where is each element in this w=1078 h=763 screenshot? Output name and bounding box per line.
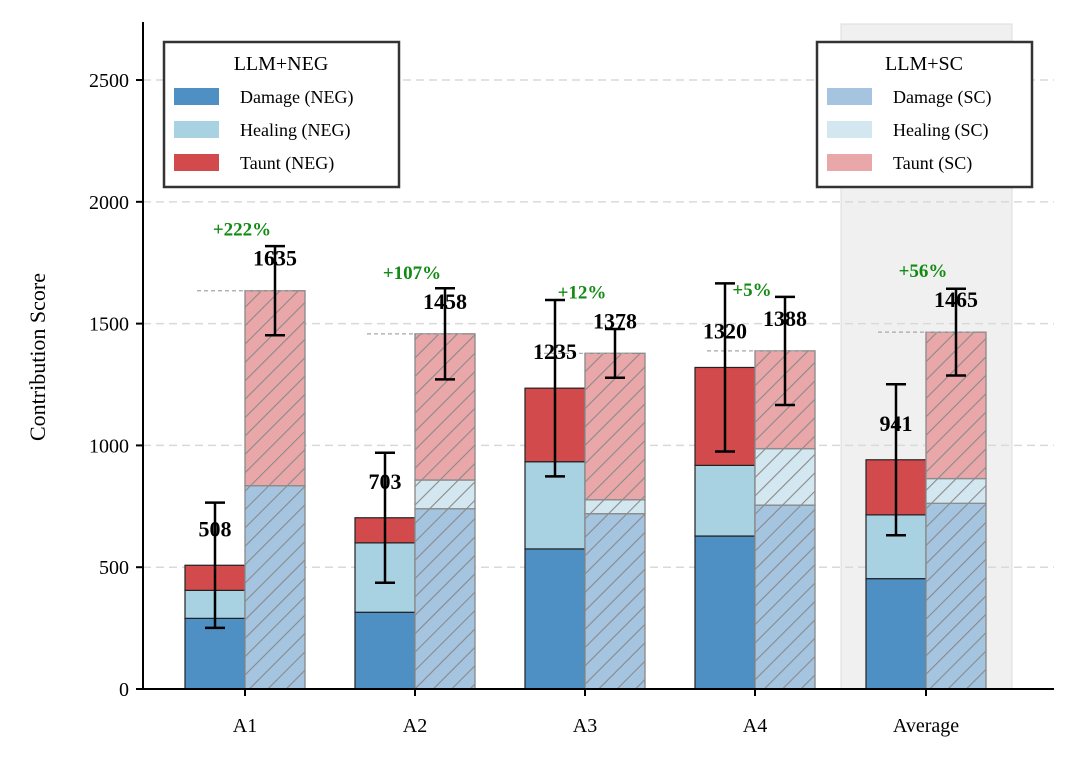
- bar-hatch-sc-healing-a3: [584, 499, 646, 515]
- improvement-label-a1: +222%: [213, 220, 271, 241]
- bar-neg-damage-a4: [694, 535, 756, 690]
- bar-hatch-sc-healing-a2: [414, 479, 476, 510]
- legend-neg-damage-swatch: [174, 88, 219, 105]
- bar-neg-healing-a4: [694, 464, 756, 537]
- total-label-neg-a3: 1235: [533, 339, 577, 364]
- y-tick-label-500: 500: [99, 557, 129, 579]
- bar-hatch-sc-damage-average: [925, 502, 987, 690]
- bar-neg-damage-a2: [354, 611, 416, 690]
- axes-ticks: 0 500 1000 1500 2000 2500 A1 A2 A3 A4 Average: [89, 70, 959, 737]
- total-label-neg-a2: 703: [369, 469, 402, 494]
- error-bars: [205, 244, 966, 630]
- legend-sc-healing-swatch: [827, 121, 872, 138]
- total-label-sc-a4: 1388: [763, 306, 807, 331]
- total-label-neg-average: 941: [880, 411, 913, 436]
- x-tick-label-Average: Average: [893, 715, 959, 737]
- legend-sc-taunt-label: Taunt (SC): [893, 153, 972, 174]
- bar-hatch-sc-damage-a1: [244, 485, 306, 690]
- bar-hatch-sc-damage-a4: [754, 504, 816, 690]
- bar-neg-damage-average: [865, 578, 927, 690]
- x-tick-label-A1: A1: [233, 715, 257, 737]
- legend-sc-healing-label: Healing (SC): [893, 120, 988, 141]
- legend-sc-taunt-swatch: [827, 154, 872, 171]
- improvement-label-a3: +12%: [558, 282, 607, 303]
- improvement-label-a2: +107%: [383, 263, 441, 284]
- total-label-neg-a1: 508: [199, 516, 232, 541]
- reference-lines: [197, 290, 974, 354]
- bar-hatch-sc-damage-a2: [414, 508, 476, 690]
- bar-hatch-sc-healing-average: [925, 477, 987, 504]
- total-label-sc-average: 1465: [934, 287, 978, 312]
- total-label-sc-a1: 1635: [253, 246, 297, 271]
- y-tick-label-2500: 2500: [89, 70, 129, 92]
- y-tick-label-2000: 2000: [89, 192, 129, 214]
- improvement-label-average: +56%: [899, 261, 948, 282]
- legend-neg-taunt-label: Taunt (NEG): [240, 153, 334, 174]
- total-label-sc-a2: 1458: [423, 289, 467, 314]
- x-tick-label-A2: A2: [403, 715, 427, 737]
- legend-sc-damage-swatch: [827, 88, 872, 105]
- legend-neg: LLM+NEG Damage (NEG) Healing (NEG) Taunt…: [162, 40, 401, 189]
- bar-hatch-sc-damage-a3: [584, 513, 646, 690]
- legend-neg-healing-label: Healing (NEG): [240, 120, 350, 141]
- legend-sc: LLM+SC Damage (SC) Healing (SC) Taunt (S…: [815, 40, 1034, 189]
- y-tick-label-1500: 1500: [89, 314, 129, 336]
- y-tick-label-1000: 1000: [89, 435, 129, 457]
- x-tick-label-A3: A3: [573, 715, 597, 737]
- bar-hatch-sc-healing-a4: [754, 447, 816, 506]
- improvement-label-a4: +5%: [732, 280, 771, 301]
- y-tick-label-0: 0: [119, 679, 129, 701]
- y-axis-title: Contribution Score: [25, 273, 50, 441]
- legend-neg-damage-label: Damage (NEG): [240, 87, 353, 108]
- legend-neg-taunt-swatch: [174, 154, 219, 171]
- legend-sc-title: LLM+SC: [885, 53, 963, 75]
- legend-neg-healing-swatch: [174, 121, 219, 138]
- total-label-sc-a3: 1378: [593, 308, 637, 333]
- bar-labels: 508 1635 +222% 703 1458 +107% 1235 1378 +12% 1320…: [199, 220, 979, 542]
- bar-neg-damage-a3: [524, 548, 586, 690]
- legend-sc-damage-label: Damage (SC): [893, 87, 991, 108]
- x-tick-label-A4: A4: [743, 715, 767, 737]
- total-label-neg-a4: 1320: [703, 318, 747, 343]
- legend-neg-title: LLM+NEG: [234, 53, 329, 75]
